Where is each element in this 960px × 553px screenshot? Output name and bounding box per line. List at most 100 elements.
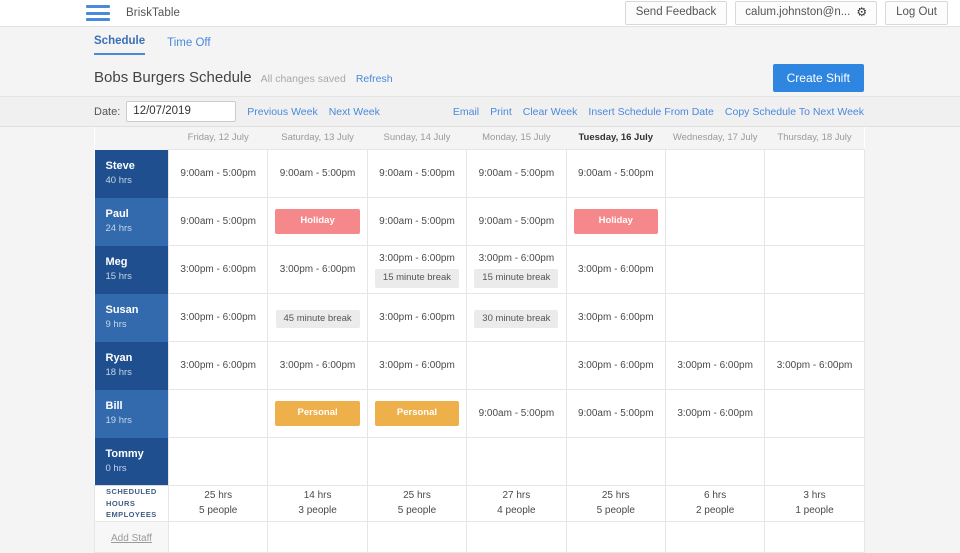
- shift-time[interactable]: 9:00am - 5:00pm: [577, 408, 654, 419]
- shift-time[interactable]: 3:00pm - 6:00pm: [379, 253, 455, 265]
- shift-cell[interactable]: [764, 245, 865, 294]
- create-shift-button[interactable]: Create Shift: [772, 64, 864, 92]
- break-label[interactable]: 15 minute break: [474, 269, 559, 288]
- shift-cell[interactable]: Holiday: [565, 197, 666, 246]
- employee-name-cell[interactable]: Tommy 0 hrs: [94, 437, 169, 486]
- shift-cell[interactable]: [764, 197, 865, 246]
- employee-name-cell[interactable]: Bill 19 hrs: [94, 389, 169, 438]
- shift-cell[interactable]: 9:00am - 5:00pm: [565, 389, 666, 438]
- shift-time[interactable]: 9:00am - 5:00pm: [279, 168, 356, 179]
- shift-cell[interactable]: 3:00pm - 6:00pm 15 minute break: [466, 245, 567, 294]
- shift-cell[interactable]: 9:00am - 5:00pm: [466, 197, 567, 246]
- add-staff-cell[interactable]: Add Staff: [94, 520, 169, 553]
- shift-cell[interactable]: 9:00am - 5:00pm: [466, 149, 567, 198]
- shift-cell[interactable]: [664, 437, 766, 486]
- shift-cell[interactable]: 45 minute break: [267, 293, 368, 342]
- shift-cell[interactable]: [664, 149, 766, 198]
- hamburger-icon[interactable]: [86, 5, 110, 21]
- clear-week-link[interactable]: Clear Week: [522, 105, 578, 118]
- shift-tag[interactable]: Personal: [374, 401, 460, 426]
- copy-schedule-to-next-week-link[interactable]: Copy Schedule To Next Week: [724, 105, 864, 118]
- shift-cell[interactable]: 9:00am - 5:00pm: [267, 149, 368, 198]
- break-label[interactable]: 15 minute break: [374, 269, 460, 288]
- shift-time[interactable]: 3:00pm - 6:00pm: [180, 360, 256, 371]
- shift-cell[interactable]: [664, 293, 766, 342]
- shift-cell[interactable]: [167, 437, 269, 486]
- shift-cell[interactable]: [366, 437, 468, 486]
- break-label[interactable]: 45 minute break: [275, 309, 360, 329]
- shift-time[interactable]: 9:00am - 5:00pm: [478, 216, 555, 227]
- shift-time[interactable]: 9:00am - 5:00pm: [577, 168, 654, 179]
- log-out-button[interactable]: Log Out: [885, 1, 948, 25]
- shift-cell[interactable]: 9:00am - 5:00pm: [167, 197, 269, 246]
- shift-time[interactable]: 3:00pm - 6:00pm: [279, 360, 356, 371]
- email-link[interactable]: Email: [452, 105, 480, 118]
- shift-time[interactable]: 9:00am - 5:00pm: [478, 168, 555, 179]
- employee-name-cell[interactable]: Paul 24 hrs: [94, 197, 169, 246]
- shift-cell[interactable]: [466, 341, 567, 390]
- shift-cell[interactable]: 3:00pm - 6:00pm: [565, 341, 666, 390]
- shift-time[interactable]: 3:00pm - 6:00pm: [379, 360, 455, 371]
- shift-time[interactable]: 3:00pm - 6:00pm: [279, 264, 356, 275]
- shift-cell[interactable]: [466, 437, 567, 486]
- shift-time[interactable]: 3:00pm - 6:00pm: [180, 264, 256, 275]
- employee-name-cell[interactable]: Susan 9 hrs: [94, 293, 169, 342]
- shift-cell[interactable]: 3:00pm - 6:00pm: [664, 341, 766, 390]
- shift-time[interactable]: 3:00pm - 6:00pm: [677, 408, 753, 419]
- shift-cell[interactable]: [764, 389, 865, 438]
- shift-time[interactable]: 3:00pm - 6:00pm: [379, 312, 455, 323]
- shift-cell[interactable]: [764, 149, 865, 198]
- previous-week-link[interactable]: Previous Week: [247, 105, 318, 118]
- shift-time[interactable]: 9:00am - 5:00pm: [180, 168, 256, 179]
- shift-tag[interactable]: Holiday: [275, 209, 360, 234]
- shift-tag[interactable]: Personal: [275, 401, 360, 426]
- employee-name-cell[interactable]: Ryan 18 hrs: [94, 341, 169, 390]
- shift-cell[interactable]: Personal: [366, 389, 468, 438]
- shift-tag[interactable]: Holiday: [573, 209, 658, 234]
- shift-time[interactable]: 9:00am - 5:00pm: [379, 168, 455, 179]
- shift-cell[interactable]: 3:00pm - 6:00pm: [167, 293, 269, 342]
- account-menu[interactable]: calum.johnston@n... ⚙: [735, 1, 878, 25]
- tab-schedule[interactable]: Schedule: [94, 35, 146, 55]
- shift-time[interactable]: 3:00pm - 6:00pm: [776, 360, 853, 371]
- insert-schedule-from-date-link[interactable]: Insert Schedule From Date: [588, 105, 714, 118]
- shift-cell[interactable]: [664, 245, 766, 294]
- shift-cell[interactable]: [664, 197, 766, 246]
- shift-cell[interactable]: 3:00pm - 6:00pm: [267, 245, 368, 294]
- add-staff-link[interactable]: Add Staff: [111, 532, 152, 544]
- tab-time-off[interactable]: Time Off: [167, 37, 211, 50]
- shift-cell[interactable]: 3:00pm - 6:00pm: [565, 245, 666, 294]
- shift-time[interactable]: 3:00pm - 6:00pm: [577, 312, 654, 323]
- employee-name-cell[interactable]: Steve 40 hrs: [94, 149, 169, 198]
- shift-time[interactable]: 3:00pm - 6:00pm: [677, 360, 753, 371]
- print-link[interactable]: Print: [490, 105, 512, 118]
- shift-time[interactable]: 3:00pm - 6:00pm: [478, 253, 555, 265]
- shift-time[interactable]: 3:00pm - 6:00pm: [180, 312, 256, 323]
- shift-cell[interactable]: 9:00am - 5:00pm: [366, 149, 468, 198]
- shift-time[interactable]: 3:00pm - 6:00pm: [577, 360, 654, 371]
- shift-cell[interactable]: [764, 437, 865, 486]
- shift-cell[interactable]: 3:00pm - 6:00pm: [167, 341, 269, 390]
- shift-cell[interactable]: Holiday: [267, 197, 368, 246]
- date-input[interactable]: [126, 101, 237, 122]
- gear-icon[interactable]: ⚙: [856, 5, 868, 20]
- shift-cell[interactable]: Personal: [267, 389, 368, 438]
- shift-time[interactable]: 9:00am - 5:00pm: [180, 216, 256, 227]
- break-label[interactable]: 30 minute break: [474, 309, 559, 329]
- shift-cell[interactable]: [167, 389, 269, 438]
- shift-cell[interactable]: 9:00am - 5:00pm: [167, 149, 269, 198]
- shift-cell[interactable]: [267, 437, 368, 486]
- shift-cell[interactable]: 3:00pm - 6:00pm: [664, 389, 766, 438]
- shift-cell[interactable]: 30 minute break: [466, 293, 567, 342]
- shift-cell[interactable]: 3:00pm - 6:00pm: [565, 293, 666, 342]
- next-week-link[interactable]: Next Week: [328, 105, 380, 118]
- send-feedback-button[interactable]: Send Feedback: [624, 1, 728, 25]
- shift-cell[interactable]: 3:00pm - 6:00pm: [366, 341, 468, 390]
- refresh-link[interactable]: Refresh: [355, 73, 393, 85]
- shift-cell[interactable]: 3:00pm - 6:00pm: [167, 245, 269, 294]
- shift-cell[interactable]: 3:00pm - 6:00pm 15 minute break: [366, 245, 468, 294]
- shift-cell[interactable]: 9:00am - 5:00pm: [565, 149, 666, 198]
- shift-cell[interactable]: 9:00am - 5:00pm: [366, 197, 468, 246]
- employee-name-cell[interactable]: Meg 15 hrs: [94, 245, 169, 294]
- shift-cell[interactable]: 3:00pm - 6:00pm: [366, 293, 468, 342]
